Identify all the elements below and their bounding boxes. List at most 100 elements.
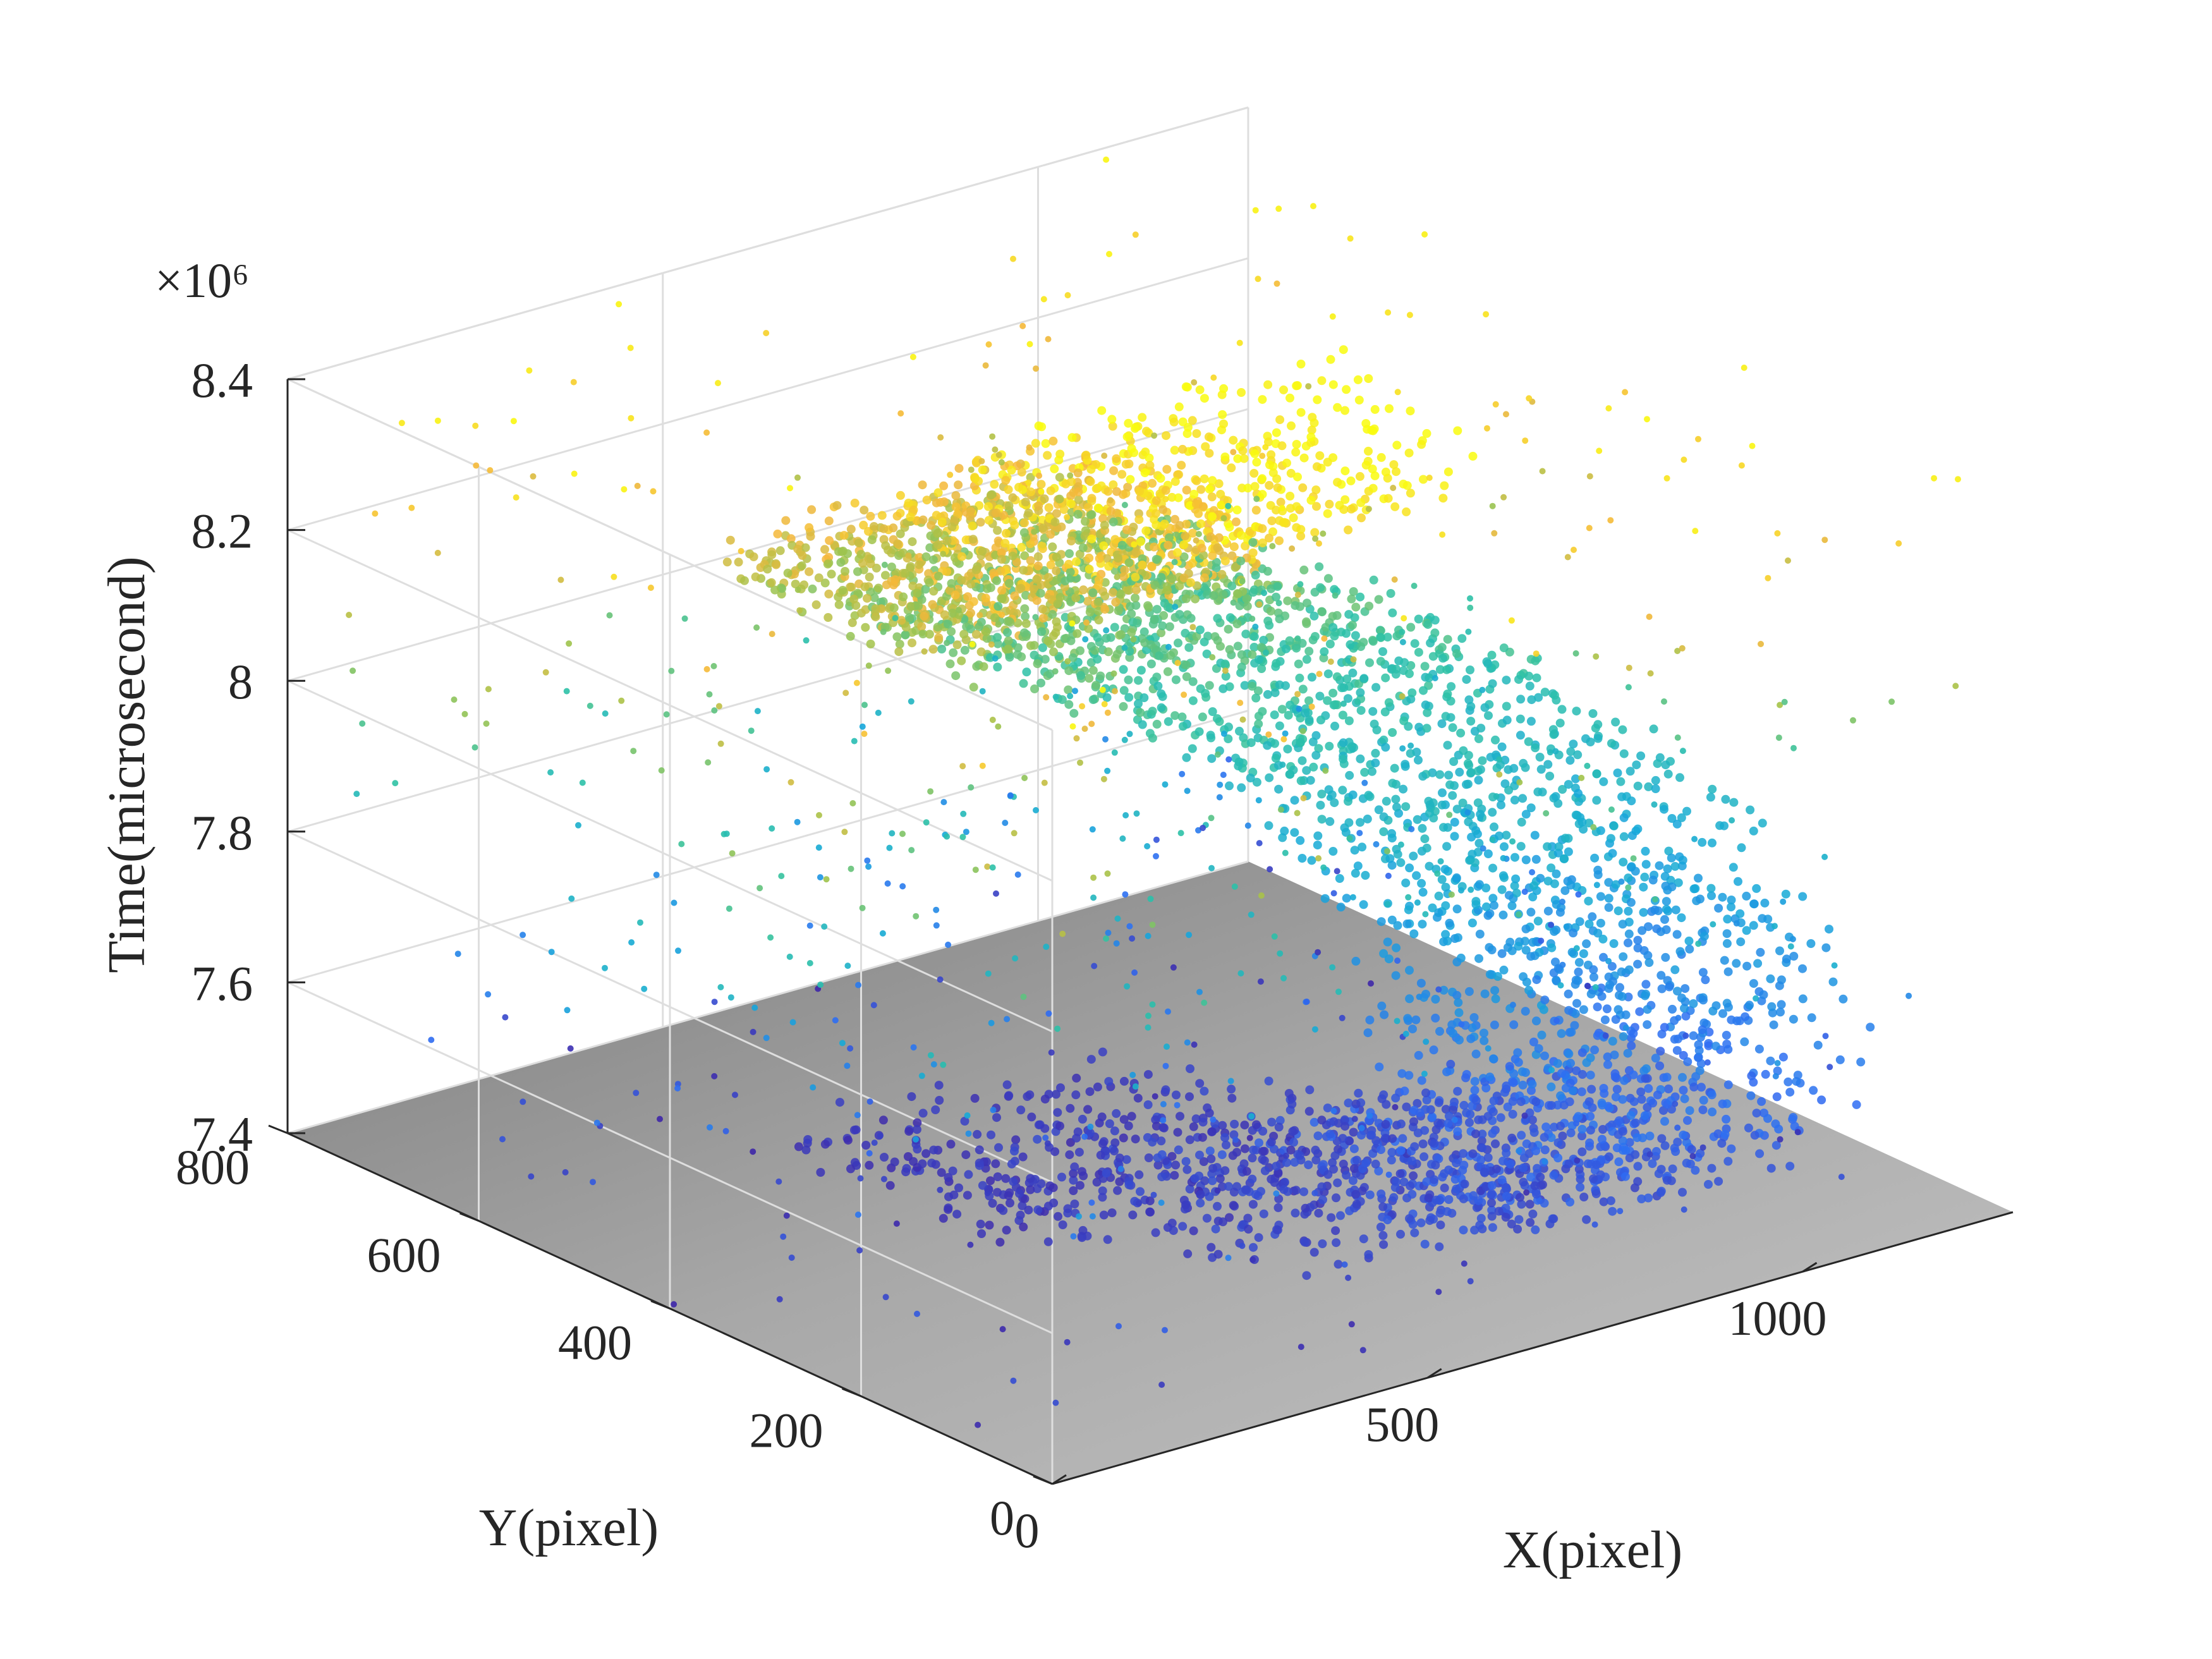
noise-event-point — [1249, 1256, 1256, 1263]
event-point — [1543, 906, 1553, 916]
event-point — [1296, 836, 1305, 845]
event-point — [1513, 1048, 1522, 1057]
event-point — [1198, 1133, 1207, 1142]
noise-event-point — [1289, 545, 1296, 552]
noise-event-point — [1020, 994, 1027, 1000]
event-point — [850, 1158, 860, 1167]
event-point — [1651, 1054, 1660, 1063]
event-point — [1789, 952, 1799, 961]
event-point — [1354, 1088, 1363, 1098]
event-point — [1468, 918, 1477, 928]
event-point — [1332, 611, 1342, 620]
event-point — [1037, 422, 1047, 432]
noise-event-point — [995, 621, 1002, 628]
noise-event-point — [711, 1073, 718, 1079]
noise-event-point — [557, 576, 564, 583]
noise-event-point — [1239, 716, 1246, 723]
event-point — [1714, 904, 1723, 913]
noise-event-point — [972, 866, 979, 873]
noise-event-point — [575, 822, 581, 829]
event-point — [1064, 700, 1074, 709]
event-point — [1220, 1166, 1230, 1176]
event-point — [1301, 708, 1310, 718]
event-point — [1462, 1108, 1471, 1117]
noise-event-point — [921, 648, 928, 655]
event-point — [1507, 946, 1517, 956]
event-point — [1298, 684, 1308, 694]
noise-event-point — [570, 379, 577, 386]
event-point — [1131, 573, 1140, 582]
grid-edge-top-left — [287, 378, 1053, 731]
event-point — [1352, 1200, 1361, 1209]
noise-event-point — [657, 1115, 663, 1122]
noise-event-point — [1674, 734, 1681, 741]
event-point — [1636, 751, 1646, 760]
noise-event-point — [1533, 650, 1540, 657]
event-point — [1079, 1171, 1088, 1181]
event-point — [1259, 636, 1268, 645]
event-point — [1624, 906, 1633, 916]
event-point — [1213, 1201, 1222, 1211]
event-point — [1328, 1158, 1337, 1167]
event-point — [1756, 947, 1765, 957]
event-point — [1618, 1095, 1627, 1104]
event-point — [959, 629, 969, 639]
event-point — [1577, 1124, 1587, 1134]
event-point — [1004, 579, 1014, 588]
event-point — [1208, 512, 1217, 521]
noise-event-point — [1523, 1189, 1530, 1196]
event-point — [846, 631, 855, 641]
event-point — [1721, 794, 1730, 804]
event-point — [1212, 557, 1221, 567]
event-point — [1017, 543, 1026, 552]
event-point — [1317, 1182, 1327, 1191]
event-point — [1222, 1140, 1231, 1150]
event-point — [1376, 657, 1385, 666]
noise-event-point — [861, 731, 868, 738]
event-point — [1518, 1080, 1528, 1090]
noise-event-point — [1351, 1115, 1358, 1122]
event-point — [1004, 1091, 1014, 1100]
event-point — [1470, 1077, 1480, 1086]
noise-event-point — [1411, 583, 1418, 589]
event-point — [1316, 583, 1325, 592]
event-point — [860, 506, 869, 515]
y-tick-mark — [1033, 1475, 1053, 1485]
event-point — [964, 1170, 973, 1179]
event-point — [1582, 939, 1591, 949]
noise-event-point — [1010, 1377, 1017, 1384]
event-point — [1004, 501, 1014, 511]
event-point — [1561, 1083, 1571, 1093]
event-point — [1610, 1050, 1619, 1060]
event-point — [1459, 1225, 1468, 1235]
event-point — [1723, 967, 1733, 976]
event-point — [1443, 635, 1452, 644]
noise-event-point — [1073, 735, 1080, 742]
event-point — [969, 597, 978, 606]
event-point — [1371, 748, 1380, 758]
event-point — [1527, 695, 1536, 705]
event-point — [1657, 984, 1667, 994]
event-point — [907, 1092, 916, 1102]
event-point — [1206, 1243, 1216, 1252]
noise-event-point — [1261, 590, 1268, 597]
event-point — [1102, 693, 1112, 702]
noise-event-point — [823, 876, 830, 883]
event-point — [1368, 465, 1377, 473]
noise-event-point — [1330, 1107, 1337, 1114]
event-point — [1609, 821, 1619, 830]
noise-event-point — [461, 710, 468, 717]
event-point — [1744, 1123, 1753, 1133]
event-point — [908, 581, 918, 591]
event-point — [986, 1176, 995, 1186]
event-point — [1188, 528, 1198, 538]
event-point — [834, 592, 843, 602]
noise-event-point — [1026, 341, 1033, 348]
event-point — [1782, 954, 1791, 964]
noise-event-point — [753, 624, 760, 631]
event-point — [1349, 1144, 1359, 1153]
noise-event-point — [1114, 574, 1121, 580]
event-point — [1163, 586, 1172, 595]
event-point — [1471, 1129, 1480, 1139]
event-point — [1304, 715, 1314, 724]
